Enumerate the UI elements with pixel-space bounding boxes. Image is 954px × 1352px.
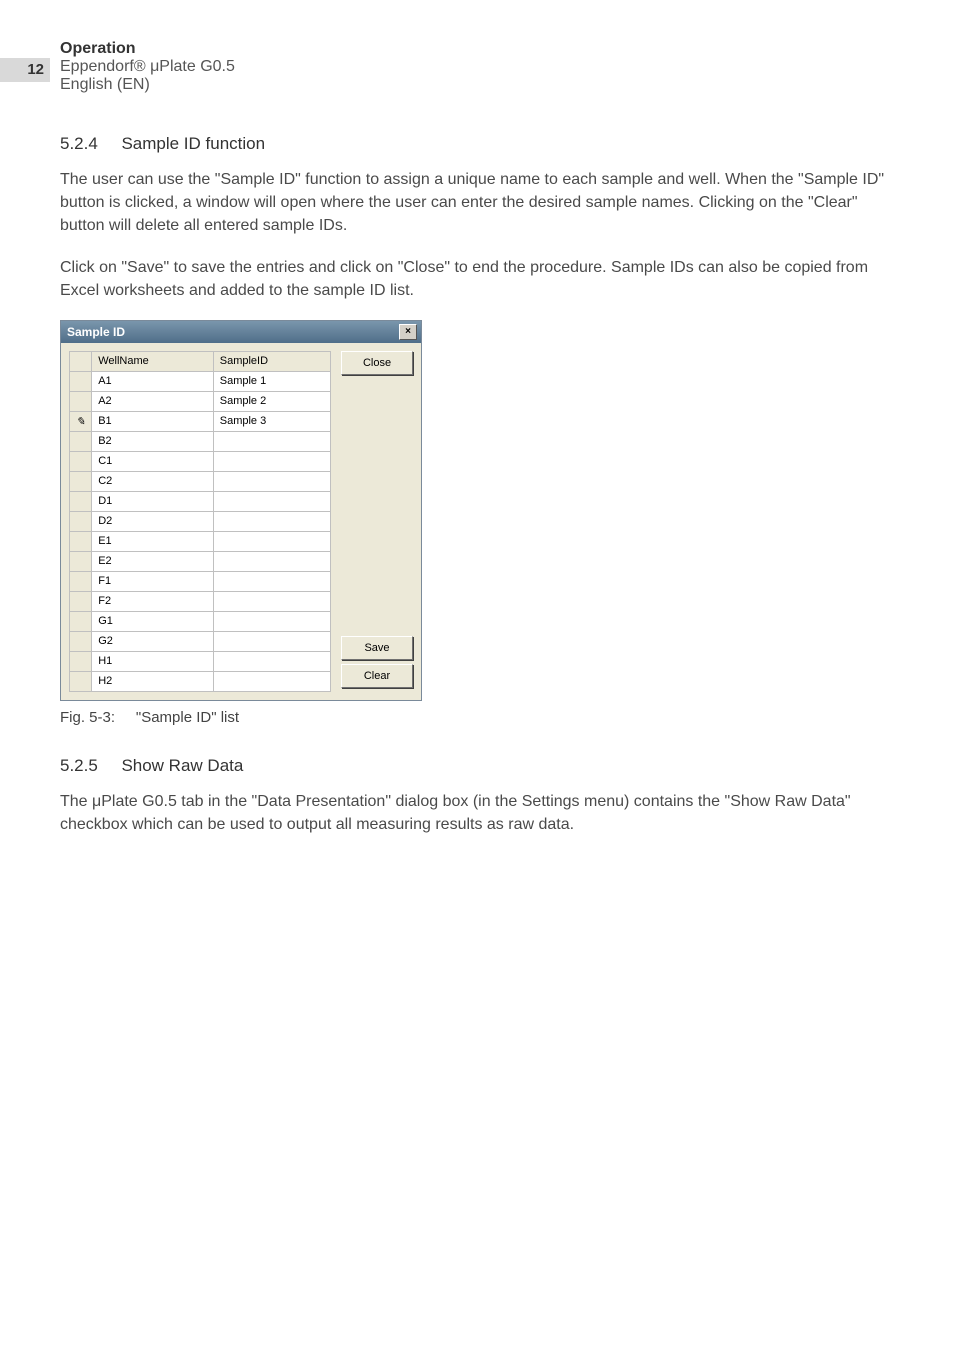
table-row[interactable]: A2Sample 2 — [70, 391, 331, 411]
row-indicator — [70, 591, 92, 611]
row-indicator — [70, 391, 92, 411]
sampleid-cell[interactable] — [213, 671, 330, 691]
header-language: English (EN) — [60, 76, 894, 94]
row-indicator: ✎ — [70, 411, 92, 431]
sampleid-cell[interactable] — [213, 551, 330, 571]
section-number: 5.2.4 — [60, 134, 98, 153]
row-indicator — [70, 651, 92, 671]
figure-caption: Fig. 5-3: "Sample ID" list — [60, 709, 894, 726]
wellname-cell[interactable]: C1 — [92, 451, 214, 471]
wellname-cell[interactable]: C2 — [92, 471, 214, 491]
wellname-cell[interactable]: B2 — [92, 431, 214, 451]
sampleid-cell[interactable] — [213, 631, 330, 651]
paragraph: The user can use the "Sample ID" functio… — [60, 168, 894, 238]
row-indicator — [70, 531, 92, 551]
table-row[interactable]: H1 — [70, 651, 331, 671]
sampleid-cell[interactable] — [213, 611, 330, 631]
wellname-cell[interactable]: A2 — [92, 391, 214, 411]
sampleid-cell[interactable] — [213, 471, 330, 491]
window-close-button[interactable]: × — [399, 324, 417, 340]
table-row[interactable]: G2 — [70, 631, 331, 651]
table-row[interactable]: D2 — [70, 511, 331, 531]
wellname-cell[interactable]: F1 — [92, 571, 214, 591]
row-indicator — [70, 511, 92, 531]
wellname-cell[interactable]: G1 — [92, 611, 214, 631]
sampleid-cell[interactable]: Sample 2 — [213, 391, 330, 411]
row-indicator — [70, 371, 92, 391]
row-indicator — [70, 471, 92, 491]
table-row[interactable]: E1 — [70, 531, 331, 551]
row-indicator — [70, 631, 92, 651]
save-button[interactable]: Save — [341, 636, 413, 660]
column-header-sampleid[interactable]: SampleID — [213, 351, 330, 371]
wellname-cell[interactable]: E2 — [92, 551, 214, 571]
column-header-wellname[interactable]: WellName — [92, 351, 214, 371]
row-indicator — [70, 671, 92, 691]
table-row[interactable]: ✎ B1Sample 3 — [70, 411, 331, 431]
paragraph: Click on "Save" to save the entries and … — [60, 256, 894, 302]
clear-button[interactable]: Clear — [341, 664, 413, 688]
sampleid-cell[interactable] — [213, 531, 330, 551]
sample-id-table[interactable]: WellName SampleID A1Sample 1A2Sample 2 ✎ B… — [69, 351, 331, 692]
sampleid-cell[interactable] — [213, 651, 330, 671]
row-header-blank — [70, 351, 92, 371]
figure-label: Fig. 5-3: — [60, 709, 115, 726]
page-header: 12 Operation Eppendorf® μPlate G0.5 Engl… — [60, 40, 894, 94]
sampleid-cell[interactable] — [213, 451, 330, 471]
header-product: Eppendorf® μPlate G0.5 — [60, 58, 894, 76]
row-indicator — [70, 491, 92, 511]
table-row[interactable]: G1 — [70, 611, 331, 631]
dialog-title: Sample ID — [67, 321, 125, 343]
sampleid-cell[interactable] — [213, 591, 330, 611]
wellname-cell[interactable]: G2 — [92, 631, 214, 651]
section-number: 5.2.5 — [60, 756, 98, 775]
sampleid-cell[interactable] — [213, 431, 330, 451]
wellname-cell[interactable]: B1 — [92, 411, 214, 431]
close-button[interactable]: Close — [341, 351, 413, 375]
section-title: Show Raw Data — [121, 756, 243, 775]
sample-id-dialog: Sample ID × WellName SampleID A1Sample 1… — [60, 320, 422, 701]
wellname-cell[interactable]: F2 — [92, 591, 214, 611]
sampleid-cell[interactable]: Sample 1 — [213, 371, 330, 391]
table-row[interactable]: H2 — [70, 671, 331, 691]
paragraph: The μPlate G0.5 tab in the "Data Present… — [60, 790, 894, 836]
table-row[interactable]: F1 — [70, 571, 331, 591]
section-heading-sample-id: 5.2.4 Sample ID function — [60, 134, 894, 154]
wellname-cell[interactable]: H2 — [92, 671, 214, 691]
sampleid-cell[interactable] — [213, 491, 330, 511]
table-row[interactable]: E2 — [70, 551, 331, 571]
row-indicator — [70, 571, 92, 591]
sampleid-cell[interactable] — [213, 571, 330, 591]
sampleid-cell[interactable]: Sample 3 — [213, 411, 330, 431]
table-row[interactable]: A1Sample 1 — [70, 371, 331, 391]
row-indicator — [70, 611, 92, 631]
wellname-cell[interactable]: D1 — [92, 491, 214, 511]
table-row[interactable]: C1 — [70, 451, 331, 471]
table-row[interactable]: F2 — [70, 591, 331, 611]
row-indicator — [70, 551, 92, 571]
sampleid-cell[interactable] — [213, 511, 330, 531]
edit-indicator-icon: ✎ — [76, 416, 85, 428]
wellname-cell[interactable]: H1 — [92, 651, 214, 671]
wellname-cell[interactable]: A1 — [92, 371, 214, 391]
figure-text: "Sample ID" list — [136, 709, 239, 726]
table-row[interactable]: D1 — [70, 491, 331, 511]
wellname-cell[interactable]: E1 — [92, 531, 214, 551]
table-row[interactable]: B2 — [70, 431, 331, 451]
table-row[interactable]: C2 — [70, 471, 331, 491]
section-title: Sample ID function — [121, 134, 265, 153]
section-heading-show-raw-data: 5.2.5 Show Raw Data — [60, 756, 894, 776]
header-title: Operation — [60, 40, 894, 58]
row-indicator — [70, 431, 92, 451]
row-indicator — [70, 451, 92, 471]
dialog-titlebar: Sample ID × — [61, 321, 421, 343]
wellname-cell[interactable]: D2 — [92, 511, 214, 531]
page-number: 12 — [0, 58, 50, 82]
